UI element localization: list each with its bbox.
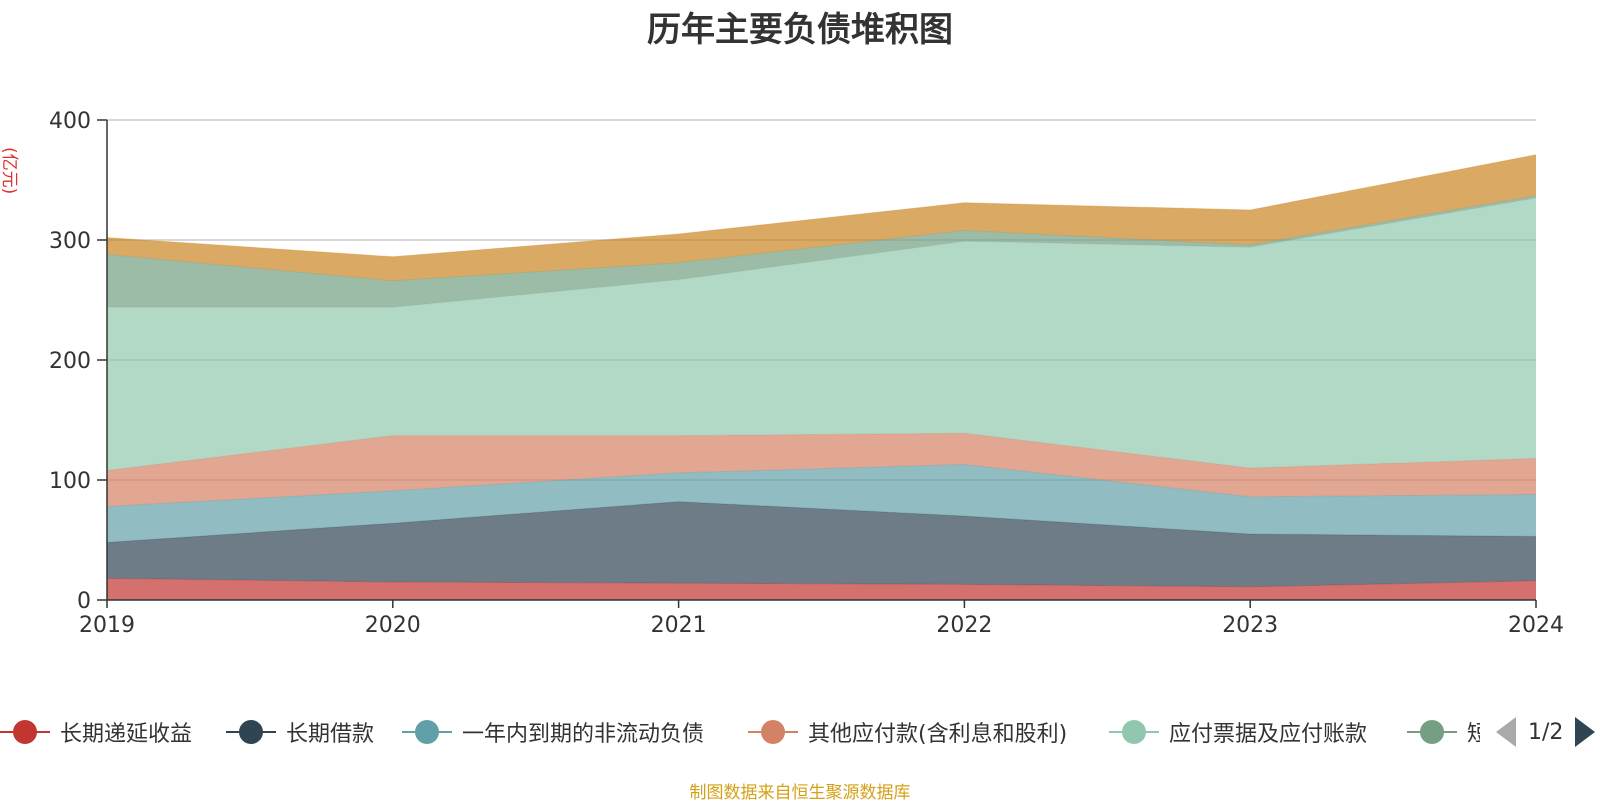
area-edge-3 bbox=[106, 463, 1537, 507]
area-edge-7 bbox=[106, 154, 1537, 258]
area-edge-6 bbox=[106, 195, 1537, 282]
legend-item[interactable]: 短期借款 bbox=[1407, 712, 1480, 752]
legend-next-page-icon[interactable] bbox=[1575, 717, 1596, 747]
legend-marker-icon bbox=[0, 712, 50, 752]
legend-item[interactable]: 应付票据及应付账款 bbox=[1109, 712, 1367, 752]
legend-label: 长期借款 bbox=[286, 722, 375, 747]
x-tick-label: 2023 bbox=[1222, 613, 1278, 638]
stacked-area-chart: 0 100 200 300 400 2019 2020 2021 2022 2023 2024 bbox=[49, 109, 1564, 638]
y-tick-label: 400 bbox=[49, 109, 91, 134]
legend-marker-icon bbox=[402, 712, 452, 752]
area-series bbox=[106, 154, 1537, 600]
x-tick-label: 2021 bbox=[651, 613, 707, 638]
area-2 bbox=[107, 501, 1536, 587]
area-4 bbox=[107, 433, 1536, 507]
legend-label: 其他应付款(含利息和股利) bbox=[808, 722, 1068, 747]
legend-pager: 1/2 bbox=[1496, 712, 1596, 752]
legend-item[interactable]: 长期借款 bbox=[226, 712, 374, 752]
x-tick-label: 2024 bbox=[1508, 613, 1564, 638]
legend-marker-icon bbox=[1407, 712, 1457, 752]
legend-marker-icon bbox=[226, 712, 276, 752]
tick-labels: 0 100 200 300 400 2019 2020 2021 2022 2023 2024 bbox=[49, 109, 1564, 638]
legend-item[interactable]: 长期递延收益 bbox=[0, 712, 192, 752]
legend-prev-page-icon[interactable] bbox=[1496, 717, 1516, 747]
legend-page-indicator: 1/2 bbox=[1528, 719, 1564, 745]
y-tick-label: 0 bbox=[77, 589, 91, 614]
x-tick-label: 2022 bbox=[936, 613, 992, 638]
x-tick-label: 2019 bbox=[79, 613, 135, 638]
legend-item[interactable]: 其他应付款(含利息和股利) bbox=[748, 712, 1067, 752]
legend-label: 应付票据及应付账款 bbox=[1169, 722, 1368, 747]
y-tick-label: 200 bbox=[49, 349, 91, 374]
chart-title: 历年主要负债堆积图 bbox=[647, 10, 953, 50]
y-tick-label: 100 bbox=[49, 469, 91, 494]
legend: 长期递延收益 长期借款 一年内到期的非流动负债 其他应付款(含利息和股利) 应付票据及应… bbox=[0, 712, 1480, 752]
y-tick-label: 300 bbox=[49, 229, 91, 254]
area-3 bbox=[107, 464, 1536, 543]
legend-item[interactable]: 一年内到期的非流动负债 bbox=[402, 712, 704, 752]
x-tick-label: 2020 bbox=[365, 613, 421, 638]
legend-marker-icon bbox=[748, 712, 798, 752]
area-1 bbox=[107, 578, 1536, 600]
legend-label: 短期借款 bbox=[1467, 722, 1480, 747]
legend-label: 长期递延收益 bbox=[60, 722, 193, 747]
area-6 bbox=[107, 195, 1536, 308]
area-5 bbox=[107, 198, 1536, 471]
legend-marker-icon bbox=[1109, 712, 1159, 752]
area-7 bbox=[107, 154, 1536, 281]
axes bbox=[97, 119, 1537, 608]
data-source-note: 制图数据来自恒生聚源数据库 bbox=[689, 783, 911, 803]
legend-label: 一年内到期的非流动负债 bbox=[462, 722, 705, 747]
